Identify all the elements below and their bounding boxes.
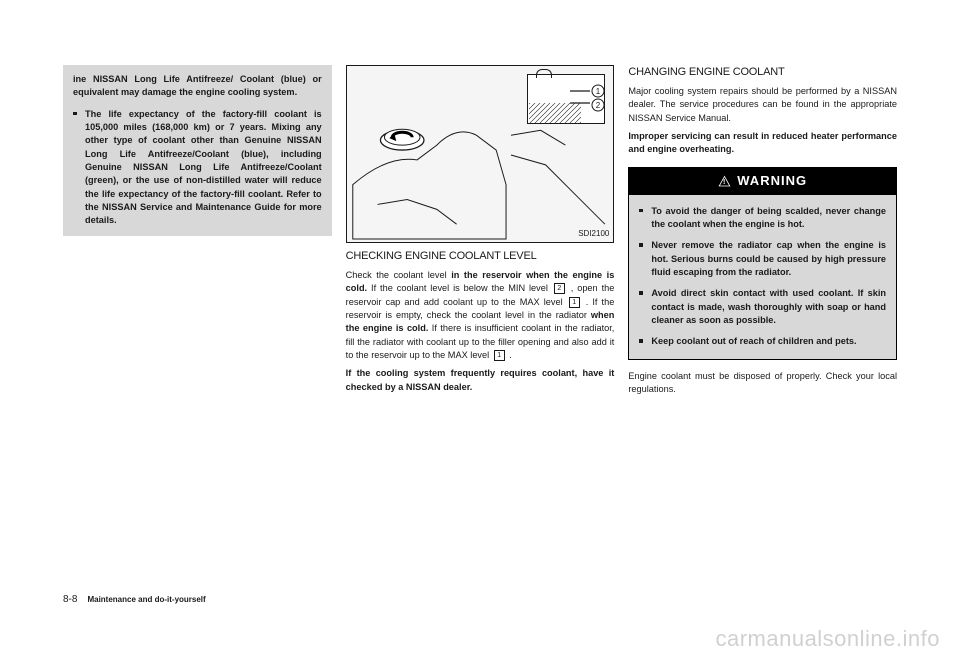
warning-label: WARNING (737, 172, 807, 191)
checking-level-text: Check the coolant level in the reservoir… (346, 269, 615, 362)
warning-item: To avoid the danger of being scalded, ne… (639, 205, 886, 232)
watermark: carmanualsonline.info (715, 626, 940, 652)
engine-coolant-figure: 1 2 SDI2100 (346, 65, 615, 243)
caution-list: The life expectancy of the factory-fill … (73, 108, 322, 228)
warning-text: Avoid direct skin contact with used cool… (651, 288, 886, 325)
changing-coolant-heading: CHANGING ENGINE COOLANT (628, 65, 897, 81)
column-2: 1 2 SDI2100 CHECKING ENGINE COOLANT LEVE… (346, 65, 615, 582)
figure-label: SDI2100 (578, 228, 609, 240)
bullet-icon (639, 243, 643, 247)
bullet-icon (639, 339, 643, 343)
warning-item: Avoid direct skin contact with used cool… (639, 287, 886, 327)
page-footer: 8-8 Maintenance and do-it-yourself (63, 582, 897, 605)
text-fragment: . (507, 350, 512, 360)
warning-text: Never remove the radiator cap when the e… (651, 240, 886, 277)
checking-level-heading: CHECKING ENGINE COOLANT LEVEL (346, 249, 615, 265)
caution-item-text: The life expectancy of the factory-fill … (85, 109, 322, 226)
warning-box: ! WARNING To avoid the danger of being s… (628, 167, 897, 360)
column-1: ine NISSAN Long Life Antifreeze/ Coolant… (63, 65, 332, 582)
bullet-icon (639, 209, 643, 213)
warning-text: To avoid the danger of being scalded, ne… (651, 206, 886, 229)
svg-text:!: ! (723, 179, 726, 186)
svg-text:1: 1 (596, 87, 601, 96)
page-number: 8-8 (63, 594, 77, 605)
text-fragment: Check the coolant level (346, 270, 452, 280)
dealer-check-text: If the cooling system frequently require… (346, 367, 615, 394)
callout-2-icon: 2 (554, 283, 565, 294)
svg-text:2: 2 (596, 101, 601, 110)
changing-coolant-p2: Improper servicing can result in reduced… (628, 130, 897, 157)
warning-header: ! WARNING (629, 168, 896, 195)
warning-item: Keep coolant out of reach of chil­dren a… (639, 335, 886, 348)
warning-text: Keep coolant out of reach of chil­dren a… (651, 336, 856, 346)
bullet-icon (639, 291, 643, 295)
column-container: ine NISSAN Long Life Antifreeze/ Coolant… (63, 65, 897, 582)
callout-1-icon: 1 (569, 297, 580, 308)
section-title: Maintenance and do-it-yourself (87, 595, 205, 604)
column-3: CHANGING ENGINE COOLANT Major cooling sy… (628, 65, 897, 582)
reservoir-cap-icon (536, 69, 552, 78)
bullet-icon (73, 112, 77, 116)
text-fragment: If the coolant level is below the MIN le… (367, 283, 552, 293)
page-content: ine NISSAN Long Life Antifreeze/ Coolant… (63, 65, 897, 605)
warning-triangle-icon: ! (718, 175, 731, 187)
reservoir-diagram: 1 2 (527, 74, 605, 124)
disposal-text: Engine coolant must be disposed of prope… (628, 370, 897, 397)
warning-item: Never remove the radiator cap when the e… (639, 239, 886, 279)
text-bold: Improper servicing can result in reduced… (628, 131, 897, 154)
caution-box: ine NISSAN Long Life Antifreeze/ Coolant… (63, 65, 332, 236)
caution-item: The life expectancy of the factory-fill … (73, 108, 322, 228)
reservoir-levels: 1 2 (528, 75, 606, 125)
warning-content: To avoid the danger of being scalded, ne… (629, 195, 896, 359)
warning-list: To avoid the danger of being scalded, ne… (639, 205, 886, 349)
text-bold: If the cooling system frequently require… (346, 368, 615, 391)
caution-text-continuation: ine NISSAN Long Life Antifreeze/ Coolant… (73, 73, 322, 100)
changing-coolant-p1: Major cooling system repairs should be p… (628, 85, 897, 125)
callout-1-icon: 1 (494, 350, 505, 361)
